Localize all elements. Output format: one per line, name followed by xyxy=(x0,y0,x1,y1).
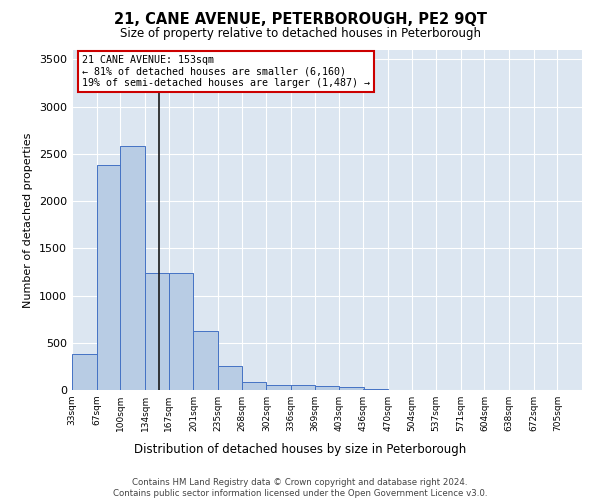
Text: 21, CANE AVENUE, PETERBOROUGH, PE2 9QT: 21, CANE AVENUE, PETERBOROUGH, PE2 9QT xyxy=(113,12,487,28)
Bar xyxy=(193,330,218,390)
Bar xyxy=(315,386,339,390)
Y-axis label: Number of detached properties: Number of detached properties xyxy=(23,132,34,308)
Bar xyxy=(242,382,266,390)
Text: 21 CANE AVENUE: 153sqm
← 81% of detached houses are smaller (6,160)
19% of semi-: 21 CANE AVENUE: 153sqm ← 81% of detached… xyxy=(82,55,370,88)
Bar xyxy=(266,385,291,390)
Text: Distribution of detached houses by size in Peterborough: Distribution of detached houses by size … xyxy=(134,442,466,456)
Bar xyxy=(72,354,97,390)
Bar xyxy=(363,389,388,390)
Text: Contains HM Land Registry data © Crown copyright and database right 2024.
Contai: Contains HM Land Registry data © Crown c… xyxy=(113,478,487,498)
Bar xyxy=(218,366,242,390)
Bar xyxy=(339,387,364,390)
Bar xyxy=(169,273,193,390)
Bar xyxy=(121,146,145,390)
Bar xyxy=(291,385,316,390)
Bar xyxy=(145,273,170,390)
Text: Size of property relative to detached houses in Peterborough: Size of property relative to detached ho… xyxy=(119,28,481,40)
Bar xyxy=(97,165,121,390)
